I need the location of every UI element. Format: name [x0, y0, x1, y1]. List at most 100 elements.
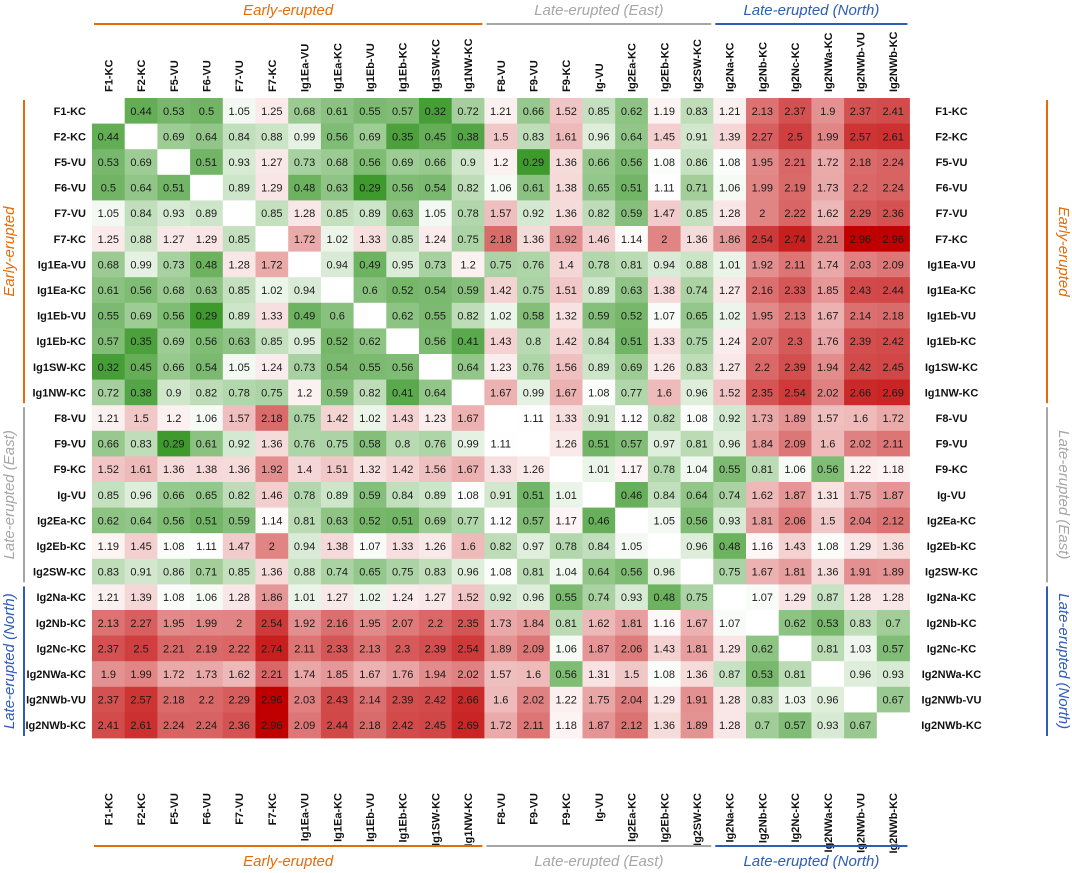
heatmap-cell	[386, 277, 420, 304]
heatmap-cell	[451, 149, 485, 176]
heatmap-cell	[746, 482, 780, 508]
heatmap-cell	[811, 149, 845, 176]
heatmap-cell	[353, 533, 387, 560]
cell-value: 1.08	[163, 541, 184, 553]
heatmap-cell	[713, 200, 747, 227]
cell-value: 1.61	[555, 131, 576, 143]
cell-value: 2.07	[392, 618, 413, 630]
heatmap-cell	[549, 354, 583, 380]
column-label-bottom: F6-VU	[201, 793, 213, 825]
heatmap-cell	[647, 328, 681, 355]
cell-value: 0.96	[850, 669, 871, 681]
cell-value: 0.65	[359, 567, 380, 579]
heatmap-cell	[124, 149, 158, 176]
cell-value: 1.73	[752, 413, 773, 425]
cell-value: 1.36	[882, 541, 903, 553]
cell-value: 1.07	[752, 592, 773, 604]
heatmap-cell	[124, 661, 158, 688]
heatmap-cell	[778, 98, 812, 124]
cell-value: 0.93	[163, 208, 184, 220]
heatmap-cell	[353, 174, 387, 201]
cell-value: 1.06	[555, 643, 576, 655]
cell-value: 1.25	[98, 234, 119, 246]
cell-value: 2.06	[784, 515, 805, 527]
cell-value: 1.5	[624, 669, 639, 681]
cell-value: 0.62	[621, 106, 642, 118]
row-label-right: Ig2SW-KC	[925, 567, 978, 579]
heatmap-cell	[190, 379, 224, 406]
heatmap-cell	[484, 610, 518, 636]
cell-value: 0.55	[425, 311, 446, 323]
cell-value: 1.36	[163, 464, 184, 476]
heatmap-cell	[484, 174, 518, 201]
cell-value: 1.26	[555, 439, 576, 451]
cell-value: 2.18	[882, 311, 903, 323]
cell-value: 0.83	[130, 439, 151, 451]
heatmap-cell	[451, 482, 485, 508]
cell-value: 2.21	[163, 643, 184, 655]
heatmap-cell	[549, 328, 583, 355]
cell-value: 1.29	[784, 592, 805, 604]
heatmap-cell	[746, 174, 780, 201]
cell-value: 1.86	[261, 592, 282, 604]
cell-value: 1.08	[686, 413, 707, 425]
heatmap-cell	[222, 123, 256, 150]
heatmap-cell	[157, 302, 191, 329]
heatmap-cell	[746, 712, 780, 739]
cell-value: 2.13	[784, 311, 805, 323]
cell-value: 0.9	[166, 387, 181, 399]
left-row-labels: F1-KC F2-KC F5-VU F6-VU F7-VU F7-KC Ig1Ea-VU Ig…	[26, 106, 87, 732]
heatmap-cell	[549, 661, 583, 688]
cell-value: 1.03	[784, 695, 805, 707]
cell-value: 2.44	[327, 720, 348, 732]
heatmap-cell	[92, 430, 126, 457]
heatmap-cell	[353, 98, 387, 124]
heatmap-cell	[419, 98, 453, 124]
cell-value: 1.2	[297, 387, 312, 399]
heatmap-cell	[255, 149, 289, 176]
heatmap-cell	[255, 482, 289, 508]
heatmap-cell	[190, 302, 224, 329]
heatmap-cell	[320, 200, 354, 227]
heatmap-cell	[419, 302, 453, 329]
cell-value: 0.48	[294, 183, 315, 195]
cell-value: 0.56	[130, 285, 151, 297]
cell-value: 2.37	[784, 106, 805, 118]
cell-value: 0.56	[163, 311, 184, 323]
cell-value: 0.59	[228, 515, 249, 527]
heatmap-cell	[549, 405, 583, 432]
cell-value: 0.94	[294, 285, 315, 297]
cell-value: 1.61	[130, 464, 151, 476]
heatmap-cell	[419, 405, 453, 432]
heatmap-cell	[517, 149, 551, 176]
heatmap-cell	[517, 635, 551, 662]
cell-value: 0.82	[588, 208, 609, 220]
heatmap-cell	[157, 226, 191, 252]
heatmap-cell	[844, 635, 878, 662]
cell-value: 1.33	[555, 413, 576, 425]
heatmap-cell	[92, 456, 126, 483]
heatmap-cell	[713, 379, 747, 406]
heatmap-cell	[582, 635, 616, 662]
heatmap-cell	[582, 533, 616, 560]
cell-value: 1.76	[392, 669, 413, 681]
heatmap-cell	[124, 533, 158, 560]
cell-value: 1.02	[261, 285, 282, 297]
heatmap-cell	[288, 507, 322, 534]
heatmap-cell	[484, 430, 518, 457]
cell-value: 0.72	[98, 387, 119, 399]
cell-value: 0.29	[163, 439, 184, 451]
cell-value: 2.24	[882, 183, 903, 195]
heatmap-cell	[647, 712, 681, 739]
cell-value: 0.76	[294, 439, 315, 451]
cell-value: 0.32	[98, 362, 119, 374]
cell-value: 0.84	[392, 490, 413, 502]
cell-value: 1.56	[425, 464, 446, 476]
heatmap-cell	[484, 712, 518, 739]
cell-value: 0.51	[621, 336, 642, 348]
heatmap-cell	[484, 98, 518, 124]
cell-value: 0.53	[817, 618, 838, 630]
heatmap-cell	[451, 98, 485, 124]
cell-value: 0.81	[621, 259, 642, 271]
heatmap-cell	[386, 174, 420, 201]
